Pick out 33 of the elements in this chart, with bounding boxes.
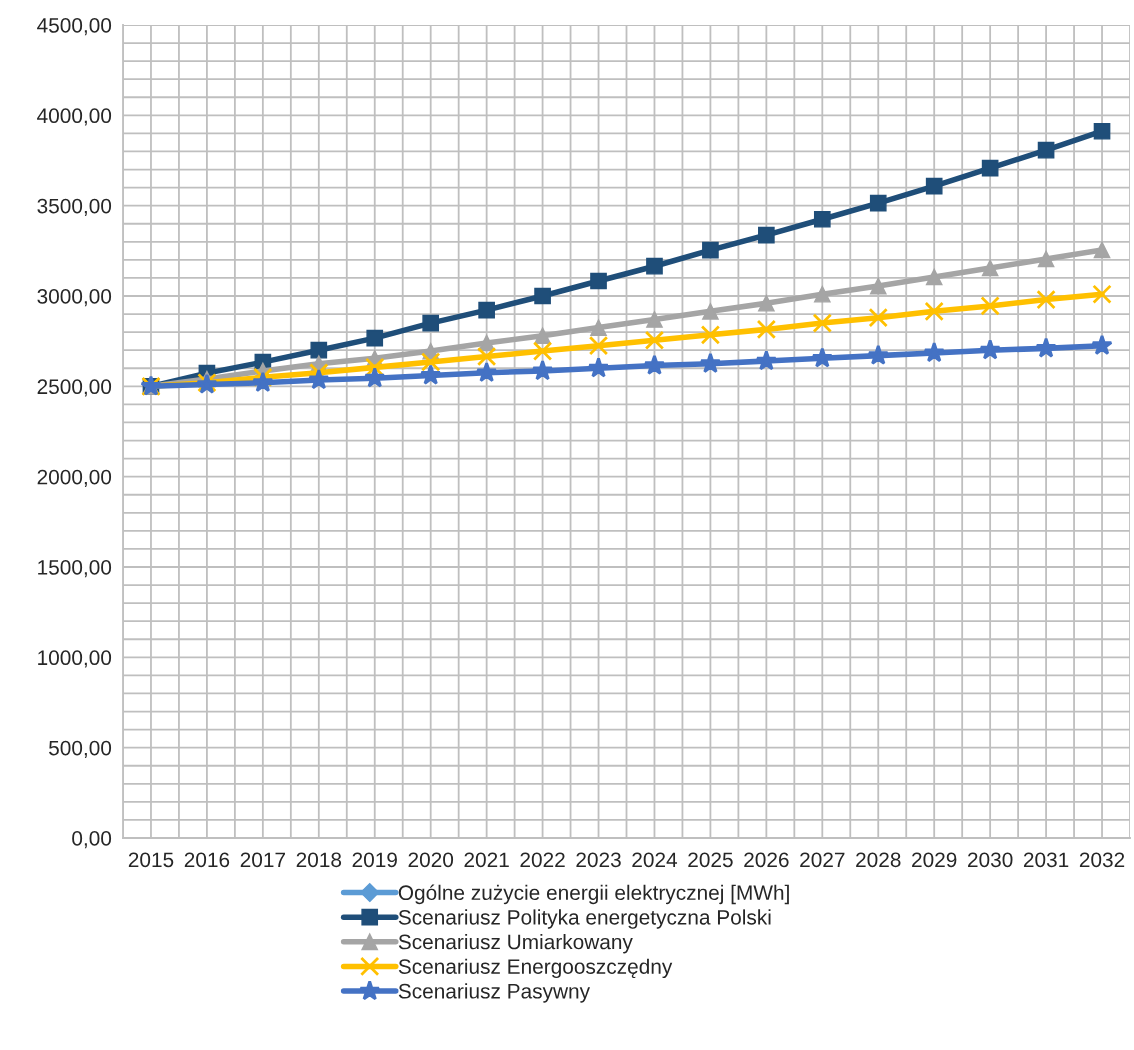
legend-label: Scenariusz Polityka energetyczna Polski	[398, 909, 771, 929]
y-tick-label: 4000,00	[37, 108, 112, 126]
y-tick-label: 2000,00	[37, 469, 112, 487]
x-tick-label: 2019	[352, 852, 397, 868]
y-tick-label: 500,00	[49, 740, 112, 758]
x-tick-label: 2027	[800, 852, 845, 868]
legend-label: Ogólne zużycie energii elektrycznej [MWh]	[398, 884, 789, 905]
y-tick-label: 3500,00	[37, 198, 112, 216]
x-tick-label: 2032	[1079, 852, 1125, 868]
y-tick-label: 4500,00	[37, 18, 112, 36]
x-tick-label: 2026	[744, 852, 789, 868]
x-tick-label: 2016	[184, 852, 230, 868]
x-tick-label: 2028	[856, 852, 901, 868]
y-tick-label: 3000,00	[37, 289, 112, 307]
x-tick-label: 2017	[240, 852, 285, 868]
x-tick-label: 2024	[632, 852, 678, 868]
x-tick-label: 2020	[408, 852, 454, 868]
x-tick-label: 2018	[296, 852, 342, 868]
x-tick-label: 2029	[912, 852, 957, 868]
x-tick-label: 2021	[464, 852, 509, 868]
x-tick-label: 2031	[1023, 852, 1069, 868]
y-tick-label: 2500,00	[37, 379, 112, 397]
y-tick-label: 1000,00	[38, 650, 112, 668]
x-tick-label: 2025	[688, 852, 733, 868]
x-tick-label: 2023	[576, 852, 621, 868]
y-tick-label: 1500,00	[38, 560, 112, 578]
legend-label: Scenariusz Pasywny	[398, 983, 591, 1003]
x-tick-label: 2030	[968, 852, 1013, 868]
legend-label: Scenariusz Umiarkowany	[398, 934, 633, 954]
legend-label: Scenariusz Energooszczędny	[398, 958, 673, 979]
x-tick-label: 2022	[520, 852, 565, 868]
x-tick-label: 2015	[128, 852, 174, 868]
y-tick-label: 0,00	[72, 831, 112, 849]
